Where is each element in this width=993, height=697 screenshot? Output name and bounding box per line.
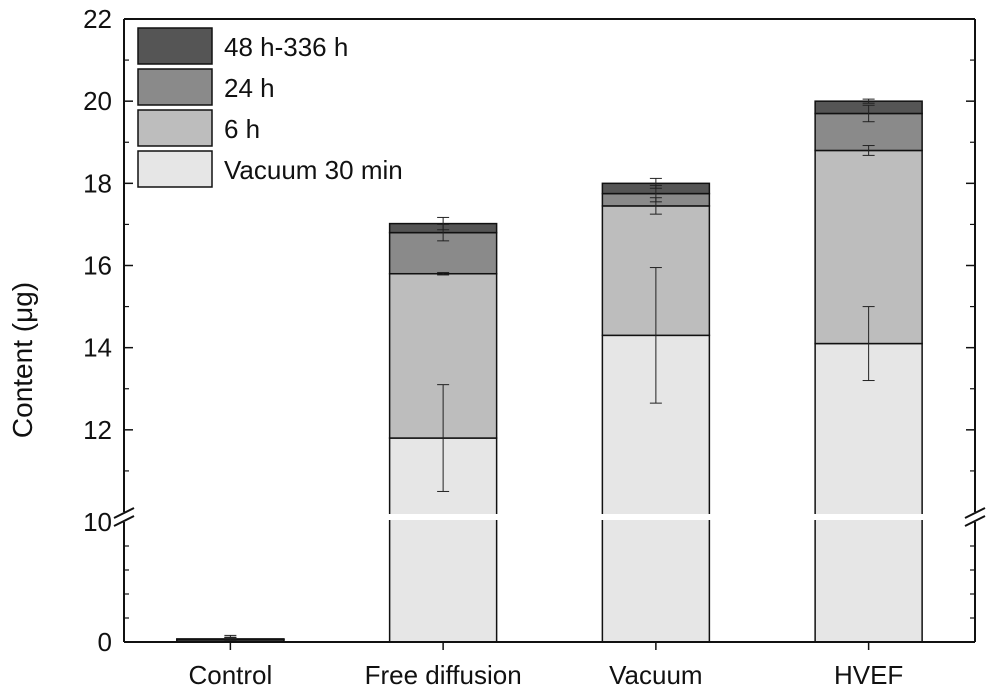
legend-label-48-h-336-h: 48 h-336 h bbox=[224, 32, 348, 62]
error-bars-layer bbox=[224, 98, 875, 643]
x-tick-label: Vacuum bbox=[609, 660, 702, 690]
y-tick-label: 16 bbox=[83, 251, 112, 281]
legend-label-24-h: 24 h bbox=[224, 73, 275, 103]
x-tick-label: HVEF bbox=[834, 660, 903, 690]
y-axis-title: Content (μg) bbox=[7, 282, 38, 438]
legend-label-6-h: 6 h bbox=[224, 114, 260, 144]
y-tick-label: 14 bbox=[83, 333, 112, 363]
right-axis-break-mark bbox=[964, 515, 986, 527]
axis-break-gap bbox=[116, 514, 983, 520]
y-tick-label: 12 bbox=[83, 415, 112, 445]
legend-label-vacuum-30-min: Vacuum 30 min bbox=[224, 155, 403, 185]
y-axis-break-mark bbox=[113, 507, 135, 519]
axes-layer: Control Free diffusion Vacuum HVEF 10 12 14 16 1… bbox=[83, 4, 986, 690]
x-tick-label: Free diffusion bbox=[365, 660, 522, 690]
legend-swatch-48-h-336-h bbox=[137, 27, 213, 65]
y-axis-break-mark bbox=[113, 515, 135, 527]
legend-swatch-vacuum-30-min bbox=[137, 150, 213, 188]
legend: 48 h-336 h 24 h 6 h Vacuum 30 min bbox=[137, 27, 403, 188]
legend-swatch-24-h bbox=[137, 68, 213, 106]
bar-hvef-vacuum-30-min bbox=[814, 342, 923, 643]
y-tick-label: 20 bbox=[83, 86, 112, 116]
y-tick-label: 0 bbox=[98, 627, 112, 657]
y-tick-label: 18 bbox=[83, 168, 112, 198]
x-tick-label: Control bbox=[188, 660, 272, 690]
y-tick-label: 10 bbox=[83, 507, 112, 537]
right-axis-break-mark bbox=[964, 507, 986, 519]
legend-swatch-6-h bbox=[137, 109, 213, 147]
y-tick-label: 22 bbox=[83, 4, 112, 34]
